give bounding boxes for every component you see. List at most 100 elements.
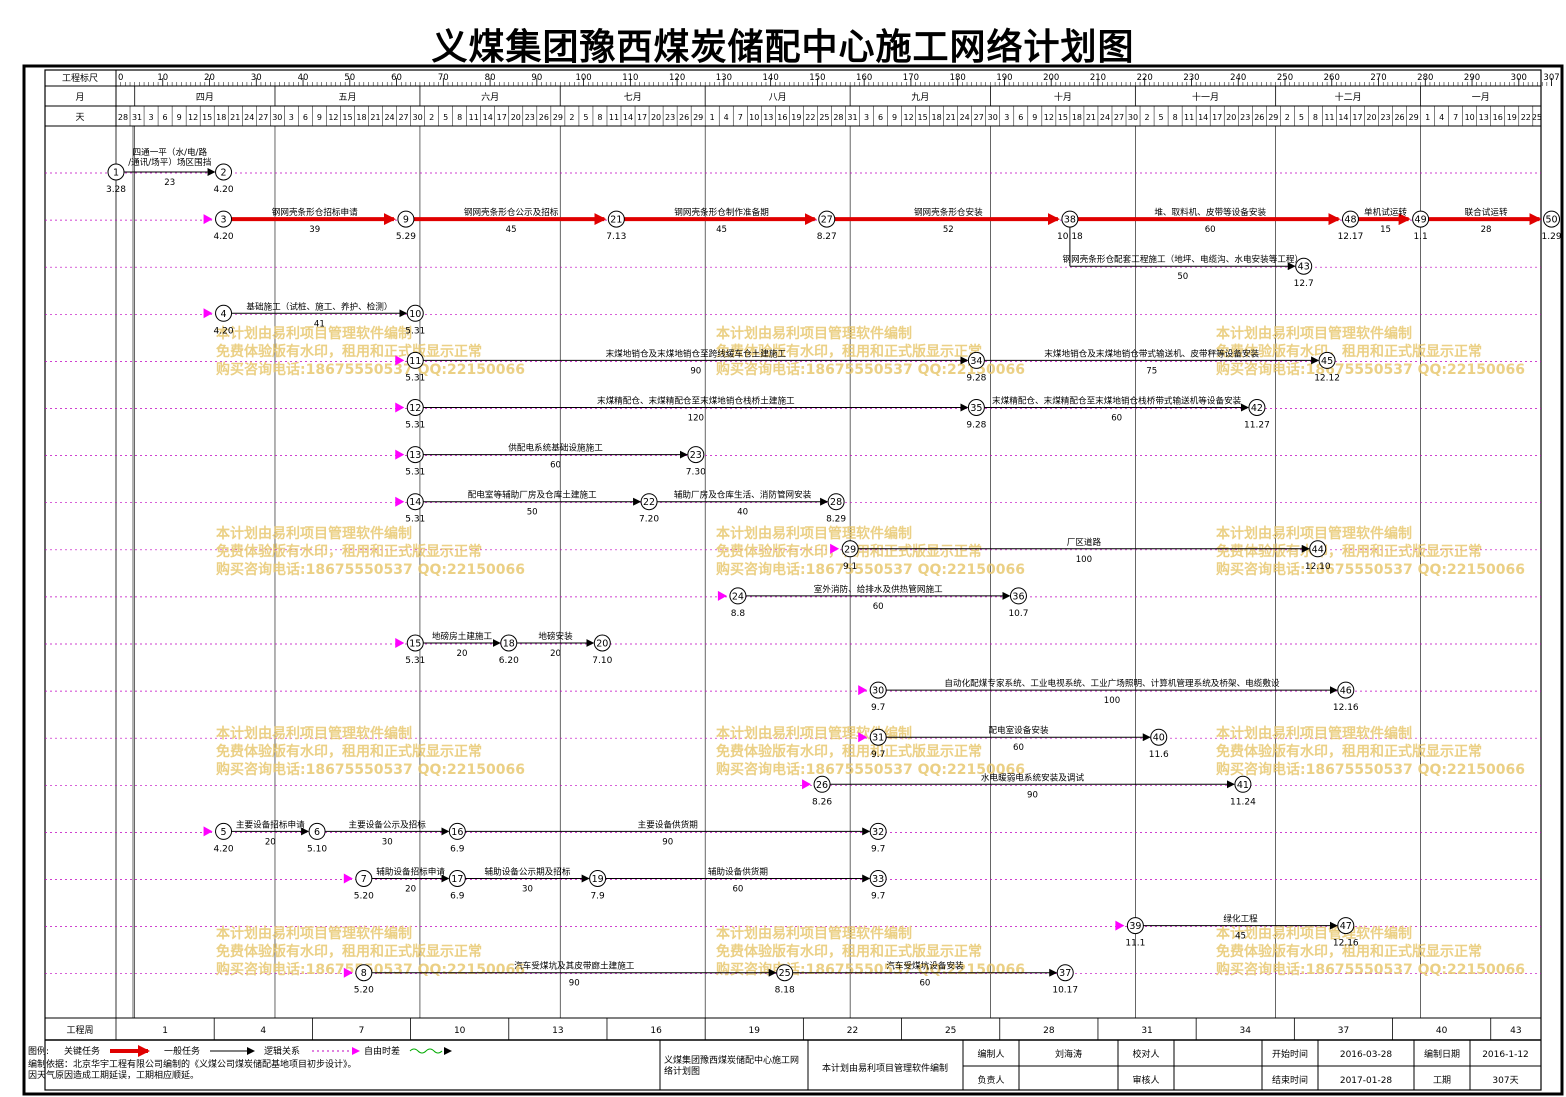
task-name: 单机试运转 xyxy=(1364,206,1407,218)
task-name: 供配电系统基础设施施工 xyxy=(508,442,603,454)
task-arrow: 汽车受煤坑及其皮带廊土建施工 90 xyxy=(371,960,777,989)
event-node: 36 10.7 xyxy=(1008,587,1028,619)
event-node: 309.7 xyxy=(858,681,887,713)
event-node: 501.29 xyxy=(1542,210,1562,242)
task-name: 厂区道路 xyxy=(1067,536,1102,548)
duration-value: 307天 xyxy=(1492,1076,1518,1086)
task-arrow: 钢网壳条形仓招标申请 39 xyxy=(231,206,396,235)
node-circle xyxy=(308,822,326,840)
event-node: 207.10 xyxy=(592,634,613,666)
scale-tick-label: 307 xyxy=(1543,73,1559,83)
node-date: 12.16 xyxy=(1333,939,1359,949)
task-arrow: 配电室等辅助厂房及仓库土建施工 50 xyxy=(423,489,642,518)
node-number: 26 xyxy=(816,780,828,791)
node-date: 7.20 xyxy=(639,515,659,525)
start-marker-icon xyxy=(395,449,405,460)
week-label: 工程周 xyxy=(66,1025,93,1036)
task-name: 室外消防、给排水及供热管网施工 xyxy=(814,583,943,595)
node-date: 11.24 xyxy=(1230,797,1256,807)
day-label-cell: 28 xyxy=(118,113,128,122)
day-label-cell: 13 xyxy=(763,113,773,122)
day-label-cell: 2 xyxy=(429,113,434,122)
day-label-cell: 23 xyxy=(525,113,535,122)
day-label-cell: 22 xyxy=(805,113,815,122)
event-node: 13.28 xyxy=(106,163,126,195)
week-number: 40 xyxy=(1436,1026,1448,1036)
event-node: 329.7 xyxy=(869,822,887,854)
task-arrow: 堆、取料机、皮带等设备安装 60 xyxy=(1077,206,1341,235)
day-label-cell: 6 xyxy=(1018,113,1023,122)
task-duration: 60 xyxy=(873,602,884,612)
node-date: 6.20 xyxy=(499,656,519,666)
node-date: 3.28 xyxy=(106,185,126,195)
node-date: 8.18 xyxy=(775,986,795,996)
node-circle xyxy=(589,870,607,887)
node-date: 8.27 xyxy=(817,232,837,242)
task-name: 辅助设备供货期 xyxy=(708,866,768,878)
start-marker-icon xyxy=(858,685,868,696)
day-label-cell: 4 xyxy=(724,113,729,122)
watermark-line1: 本计划由易利项目管理软件编制 xyxy=(216,325,412,342)
node-date: 9.7 xyxy=(871,844,885,854)
day-label-cell: 6 xyxy=(878,113,883,122)
compile-date-label: 编制日期 xyxy=(1424,1048,1460,1060)
titleblock-software: 本计划由易利项目管理软件编制 xyxy=(822,1062,948,1074)
scale-tick-label: 260 xyxy=(1324,73,1340,83)
event-node: 248.8 xyxy=(717,587,747,619)
event-node: 54.20 xyxy=(203,822,234,854)
node-number: 39 xyxy=(1129,921,1141,932)
watermark: 本计划由易利项目管理软件编制免费体验版有水印，租用和正式版显示正常购买咨询电话:… xyxy=(1216,525,1525,578)
legend-logic-arrow-icon xyxy=(352,1047,360,1055)
node-date: 9.1 xyxy=(843,562,857,572)
day-label-cell: 17 xyxy=(1212,113,1222,122)
day-label-cell: 9 xyxy=(317,113,322,122)
day-label-cell: 27 xyxy=(974,113,984,122)
day-label-cell: 16 xyxy=(777,113,787,122)
node-number: 24 xyxy=(732,591,744,602)
task-name: 钢网壳条形仓招标申请 xyxy=(272,206,358,218)
scale-tick-label: 160 xyxy=(856,73,872,83)
task-arrow: 主要设备招标申请 20 xyxy=(231,818,310,847)
node-number: 30 xyxy=(872,686,884,697)
task-duration: 60 xyxy=(732,885,743,895)
day-label-cell: 30 xyxy=(413,113,423,122)
scale-tick-label: 270 xyxy=(1370,73,1386,83)
task-arrow: 主要设备供货期 90 xyxy=(465,818,871,847)
watermark-line1: 本计划由易利项目管理软件编制 xyxy=(216,525,412,542)
node-date: 4.20 xyxy=(214,844,234,854)
node-date: 5.31 xyxy=(405,373,425,383)
event-node: 34.20 xyxy=(203,210,234,242)
task-name: 钢网壳条形仓安装 xyxy=(914,206,983,218)
day-label-cell: 21 xyxy=(1086,113,1096,122)
day-label-cell: 5 xyxy=(1159,113,1164,122)
prepared-by-label: 编制人 xyxy=(977,1048,1004,1060)
node-number: 31 xyxy=(872,733,884,744)
scale-tick-label: 60 xyxy=(391,73,402,83)
event-node: 42 11.27 xyxy=(1244,399,1270,431)
node-circle xyxy=(1543,210,1561,228)
watermark-line2: 免费体验版有水印，租用和正式版显示正常 xyxy=(716,943,982,960)
start-marker-icon xyxy=(395,355,405,366)
node-date: 9.7 xyxy=(871,892,885,902)
day-label-cell: 27 xyxy=(1114,113,1124,122)
node-number: 15 xyxy=(409,639,421,650)
node-number: 12 xyxy=(409,403,421,414)
watermark-line3: 购买咨询电话:18675550537 QQ:22150066 xyxy=(716,761,1025,778)
node-date: 6.9 xyxy=(450,892,465,902)
node-number: 28 xyxy=(830,497,842,508)
chart-frame xyxy=(22,64,1564,1096)
task-name: 汽车受煤坑设备安装 xyxy=(886,960,964,972)
note-line1: 编制依据：北京华宇工程有限公司编制的《义煤公司煤炭储配基地项目初步设计》。 xyxy=(28,1058,357,1070)
task-name: 辅助设备招标申请 xyxy=(376,866,445,878)
week-number: 37 xyxy=(1338,1026,1349,1036)
node-date: 5.31 xyxy=(405,421,425,431)
node-circle xyxy=(729,587,747,605)
task-name: 汽车受煤坑及其皮带廊土建施工 xyxy=(514,960,635,972)
node-date: 8.29 xyxy=(826,515,846,525)
day-label-cell: 2 xyxy=(1145,113,1150,122)
node-circle xyxy=(397,210,415,228)
day-label-cell: 6 xyxy=(303,113,308,122)
day-label-cell: 18 xyxy=(216,113,226,122)
task-arrow: 辅助厂房及仓库生活、消防管网安装 40 xyxy=(657,489,829,518)
task-arrow: 辅助设备供货期 60 xyxy=(605,866,871,895)
